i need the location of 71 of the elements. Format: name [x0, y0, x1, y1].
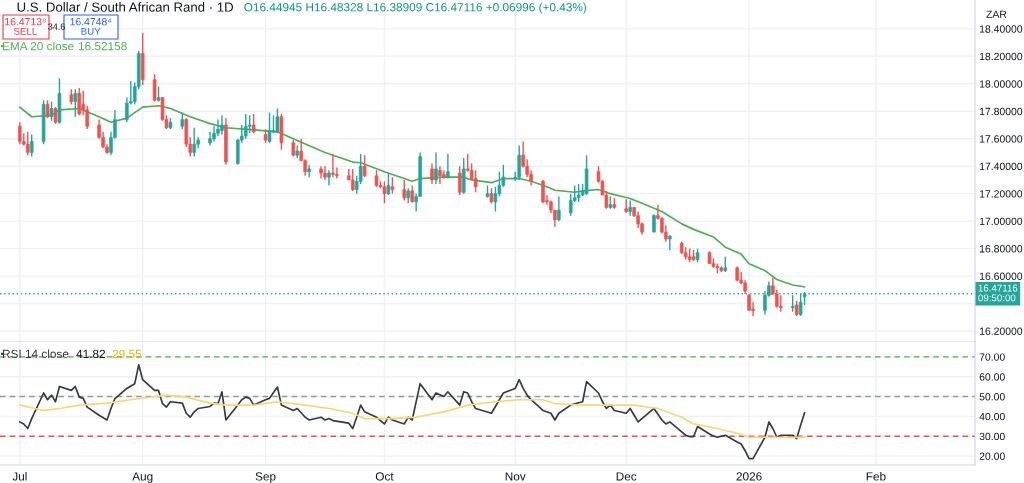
- candlestick: [442, 169, 446, 180]
- candlestick: [152, 73, 157, 103]
- y-tick-label: 17.20000: [979, 190, 1023, 198]
- annotation: SELL: [13, 27, 37, 35]
- y-tick-label: 20.00: [979, 452, 1005, 460]
- candlestick: [362, 154, 367, 178]
- line-series: [18, 363, 806, 460]
- candlestick: [192, 127, 196, 158]
- candlestick: [267, 111, 272, 144]
- candlestick: [49, 100, 54, 122]
- candlestick: [557, 195, 561, 222]
- y-tick-label: 16.60000: [979, 272, 1023, 280]
- y-tick-label: 18.40000: [979, 25, 1023, 33]
- y-tick-label: 70.00: [979, 353, 1005, 361]
- candlestick: [77, 87, 82, 117]
- candlestick: [18, 121, 22, 145]
- legend-label: RSI 14 close: [2, 349, 69, 359]
- candlestick: [220, 114, 224, 136]
- candlestick: [73, 88, 78, 118]
- x-tick-label: Aug: [132, 472, 153, 483]
- y-tick-label: 17.40000: [979, 162, 1023, 171]
- ref-line-label: 16.47116 09:50:00: [978, 284, 1018, 302]
- candlestick: [382, 180, 387, 204]
- candlestick: [446, 153, 450, 180]
- candlestick: [438, 165, 442, 185]
- annotation: 41.82: [76, 349, 105, 359]
- x-tick-label: Oct: [375, 472, 394, 481]
- chart-title: U.S. Dollar / South African Rand · 1D: [17, 2, 234, 12]
- y-tick-label: 17.80000: [979, 107, 1023, 116]
- x-tick-label: Dec: [616, 472, 637, 481]
- y-tick-label: 17.60000: [979, 135, 1023, 143]
- annotation: 16.4713⁸: [5, 17, 46, 26]
- annotation: O16.44945 H16.48328 L16.38909 C16.47116 +0.06996 (+0.43%): [244, 2, 587, 14]
- y-tick-label: 60.00: [979, 373, 1005, 381]
- x-tick-label: 2026: [736, 472, 762, 481]
- candlestick: [216, 118, 220, 137]
- y-axis-title: ZAR: [986, 10, 1007, 18]
- candlestick: [307, 164, 311, 178]
- candlestick: [457, 165, 462, 196]
- y-tick-label: 18.20000: [979, 52, 1023, 61]
- candlestick: [434, 151, 438, 185]
- candlestick: [275, 107, 280, 134]
- x-tick-label: Jul: [12, 471, 27, 481]
- candlestick: [473, 169, 478, 193]
- y-tick-label: 16.80000: [979, 245, 1023, 253]
- line-series: [18, 394, 806, 439]
- candlestick: [243, 113, 248, 140]
- y-tick-label: 30.00: [979, 432, 1005, 441]
- candlestick: [29, 133, 34, 158]
- annotation: 34.6: [48, 23, 65, 30]
- annotation: 16.52158: [78, 42, 127, 51]
- y-tick-label: 18.00000: [979, 80, 1023, 88]
- x-tick-label: Sep: [255, 472, 276, 483]
- y-tick-label: 17.00000: [979, 217, 1023, 226]
- annotation: 16.4748⁴: [70, 17, 112, 26]
- candlestick: [331, 153, 335, 178]
- x-tick-label: Feb: [866, 471, 886, 481]
- candlestick: [668, 234, 672, 251]
- y-tick-label: 50.00: [979, 393, 1005, 401]
- candlestick: [125, 96, 129, 123]
- annotation: BUY: [81, 27, 101, 35]
- candlestick: [386, 172, 391, 196]
- candlestick: [517, 144, 521, 181]
- annotation: 29.55: [112, 349, 142, 359]
- y-tick-label: 40.00: [979, 412, 1005, 421]
- candlestick: [430, 162, 434, 185]
- y-tick-label: 16.20000: [979, 327, 1023, 335]
- candlestick: [628, 199, 632, 217]
- legend-label: EMA 20 close: [2, 41, 74, 51]
- x-tick-label: Nov: [505, 472, 526, 481]
- candlestick: [461, 157, 466, 195]
